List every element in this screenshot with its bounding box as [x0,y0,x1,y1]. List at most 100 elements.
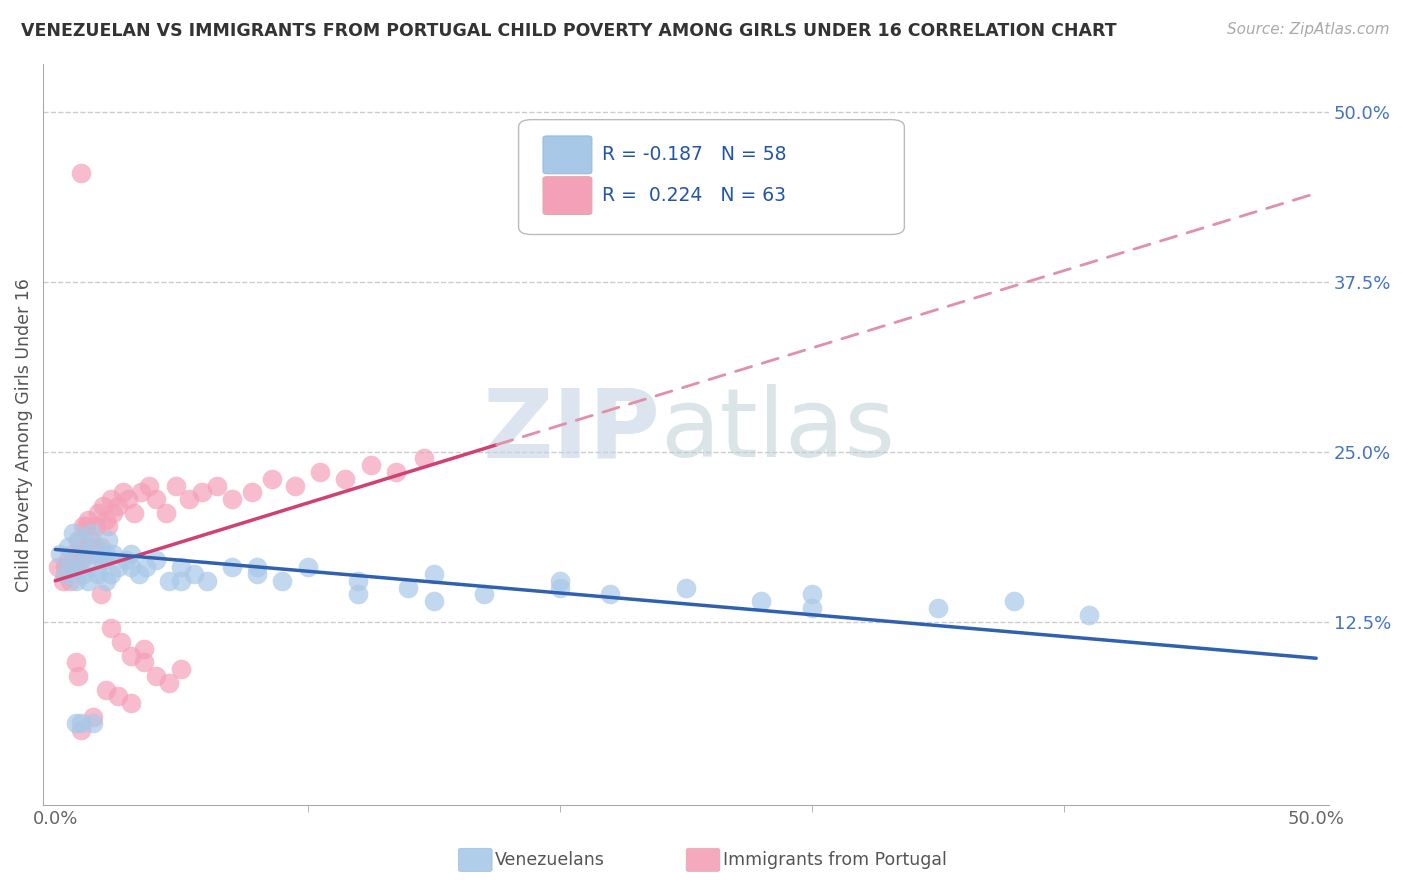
Point [800,587,823,601]
Point [170,560,193,574]
Point [165,478,187,492]
Text: VENEZUELAN VS IMMIGRANTS FROM PORTUGAL CHILD POVERTY AMONG GIRLS UNDER 16 CORREL: VENEZUELAN VS IMMIGRANTS FROM PORTUGAL C… [21,22,1116,40]
Point [82,716,104,731]
Point [94,682,117,697]
Point [75,540,97,554]
FancyBboxPatch shape [543,136,592,174]
Point [271,574,294,588]
Point [55,560,77,574]
Point [145,492,167,507]
Point [221,492,243,507]
Point [65,560,87,574]
Point [90,540,112,554]
Point [117,492,139,507]
Point [46,560,69,574]
Point [138,478,160,492]
FancyBboxPatch shape [543,177,592,214]
Point [82,709,104,723]
Point [396,581,419,595]
Point [195,574,218,588]
Point [599,587,621,601]
Point [112,485,135,500]
Point [177,492,200,507]
Point [103,547,125,561]
Point [69,166,91,180]
Point [62,526,84,541]
Point [90,547,112,561]
Point [107,560,129,574]
Point [309,465,332,479]
Point [335,472,357,486]
Point [62,547,84,561]
Point [67,533,90,547]
Text: R = -0.187   N = 58: R = -0.187 N = 58 [602,145,787,164]
Point [240,485,263,500]
Point [1078,607,1101,622]
Point [82,560,104,574]
Point [100,621,122,635]
Point [49,547,72,561]
Point [79,533,101,547]
Point [347,574,370,588]
Point [297,560,319,574]
Point [82,547,104,561]
Point [115,553,138,567]
Point [56,540,79,554]
Point [69,553,91,567]
Point [91,499,114,513]
Point [246,566,269,581]
Point [97,533,120,547]
FancyBboxPatch shape [519,120,904,235]
Point [548,581,571,595]
Point [100,492,122,507]
Point [75,547,97,561]
Point [77,574,100,588]
Point [548,574,571,588]
Point [67,669,90,683]
Point [132,641,155,656]
Point [221,560,243,574]
Point [107,499,129,513]
Point [79,526,101,541]
Point [103,506,125,520]
Point [94,512,117,526]
Point [107,690,129,704]
Point [91,553,114,567]
Point [82,540,104,554]
Text: Venezuelans: Venezuelans [495,851,605,869]
Point [72,566,94,581]
Point [262,472,284,486]
Point [100,566,122,581]
Point [120,560,142,574]
Point [84,519,107,533]
Point [157,574,180,588]
Point [94,574,117,588]
Point [97,519,120,533]
Point [384,465,406,479]
Point [157,675,180,690]
Point [472,587,495,601]
Point [170,574,193,588]
Point [412,451,434,466]
Point [77,512,100,526]
Point [1002,594,1025,608]
Point [72,519,94,533]
Point [75,519,97,533]
Text: Source: ZipAtlas.com: Source: ZipAtlas.com [1226,22,1389,37]
Point [110,635,132,649]
Point [120,547,142,561]
Point [59,574,82,588]
Point [183,566,205,581]
Point [84,540,107,554]
Point [360,458,382,472]
Text: ZIP: ZIP [482,384,659,477]
Point [284,478,307,492]
Point [55,566,77,581]
Point [87,566,110,581]
Point [120,696,142,710]
Point [65,716,87,731]
Point [675,581,697,595]
Point [69,723,91,738]
Point [69,533,91,547]
Text: Immigrants from Portugal: Immigrants from Portugal [723,851,946,869]
